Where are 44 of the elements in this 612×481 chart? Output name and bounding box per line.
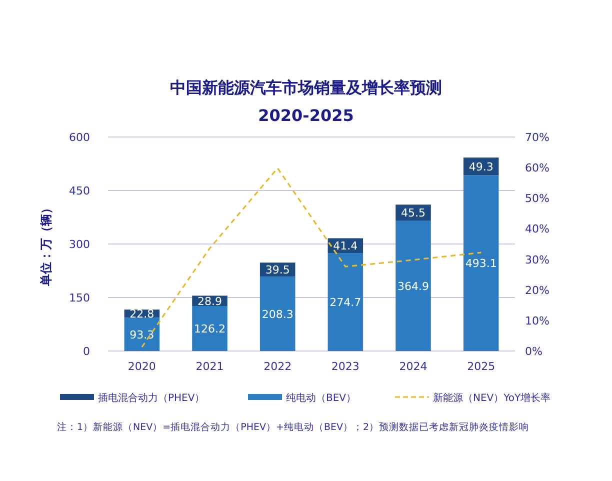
y-tick-label: 300 — [69, 238, 90, 251]
y2-tick-label: 30% — [525, 253, 550, 266]
y2-tick-label: 40% — [525, 222, 550, 236]
bar — [124, 318, 160, 351]
data-label: 39.5 — [265, 264, 290, 277]
bar — [192, 306, 228, 351]
text: 注：1）新能源（NEV）=插电混合动力（PHEV）+纯电动（BEV）；2）预测数据已考虑新冠肺炎疫情影响 — [57, 421, 530, 433]
bar — [260, 276, 296, 351]
data-label: 126.2 — [194, 322, 226, 336]
y2-tick-label: 50% — [525, 192, 550, 206]
x-tick-label: 2024 — [399, 360, 428, 373]
x-tick-label: 2020 — [128, 360, 156, 373]
y2-tick-label: 70% — [525, 131, 550, 144]
chart-subtitle: 2020-2025 — [258, 106, 354, 125]
y-tick-label: 0 — [83, 345, 90, 358]
y2-tick-label: 20% — [525, 284, 550, 297]
data-label: 45.5 — [401, 206, 426, 220]
data-label: 208.3 — [262, 308, 294, 321]
data-label: 93.3 — [130, 328, 154, 342]
y-axis-title: 单位：万（辆） — [39, 202, 53, 287]
y-tick-label: 600 — [69, 131, 90, 144]
data-label: 28.9 — [198, 294, 222, 308]
x-tick-label: 2022 — [264, 360, 292, 373]
y-tick-label: 150 — [69, 292, 90, 304]
x-tick-label: 2021 — [196, 360, 224, 373]
data-label: 274.7 — [330, 296, 362, 310]
bar — [463, 175, 499, 351]
y2-tick-label: 0% — [525, 345, 542, 358]
data-label: 22.8 — [130, 308, 154, 321]
data-label: 49.3 — [468, 160, 494, 174]
y2-tick-label: 60% — [525, 162, 550, 175]
bar — [396, 220, 431, 351]
x-tick-label: 2025 — [467, 360, 496, 373]
data-label: 41.4 — [333, 240, 358, 253]
legend-label: 新能源（NEV）YoY增长率 — [433, 392, 551, 404]
y-tick-label: 450 — [69, 184, 90, 198]
y2-tick-label: 10% — [525, 314, 550, 328]
legend-label: 插电混合动力（PHEV） — [98, 392, 205, 404]
data-label: 493.1 — [465, 257, 497, 270]
chart-title: 中国新能源汽车市场销量及增长率预测 — [170, 78, 442, 97]
bar — [328, 253, 364, 351]
legend-label: 纯电动（BEV） — [286, 392, 356, 404]
data-label: 364.9 — [398, 280, 429, 293]
x-tick-label: 2023 — [331, 360, 360, 373]
